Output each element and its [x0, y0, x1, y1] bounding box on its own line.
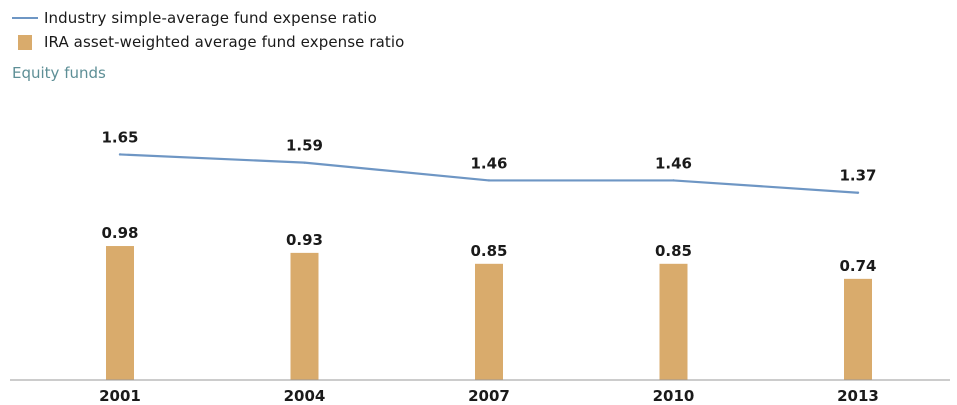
bar-value-label-2007: 0.85 [470, 242, 507, 260]
x-tick-label-2013: 2013 [837, 387, 879, 405]
legend-entry-bar: IRA asset-weighted average fund expense … [12, 30, 404, 54]
x-tick-label-2004: 2004 [284, 387, 326, 405]
bar-value-label-2013: 0.74 [839, 257, 876, 275]
line-value-label-2013: 1.37 [839, 167, 876, 185]
legend: Industry simple-average fund expense rat… [12, 6, 404, 54]
line-value-label-2001: 1.65 [101, 128, 138, 146]
bar-2010 [659, 263, 688, 380]
bar-value-label-2010: 0.85 [655, 242, 692, 260]
line-value-label-2007: 1.46 [470, 154, 507, 172]
legend-label-industry: Industry simple-average fund expense rat… [44, 9, 377, 27]
x-tick-label-2001: 2001 [99, 387, 141, 405]
bar-2001 [106, 246, 134, 380]
line-point-2007 [487, 179, 491, 182]
x-tick-label-2010: 2010 [653, 387, 695, 405]
bar-swatch-icon [18, 34, 32, 50]
bar-value-label-2004: 0.93 [286, 231, 323, 249]
x-tick-label-2007: 2007 [468, 387, 510, 405]
legend-label-ira: IRA asset-weighted average fund expense … [44, 33, 405, 51]
chart-subtitle: Equity funds [12, 64, 106, 82]
line-value-label-2010: 1.46 [655, 154, 692, 172]
bar-2004 [290, 252, 319, 380]
bar-value-label-2001: 0.98 [101, 224, 138, 242]
line-point-2004 [303, 161, 306, 164]
bar-2013 [844, 278, 872, 380]
legend-entry-line: Industry simple-average fund expense rat… [12, 6, 404, 30]
line-point-2013 [856, 191, 860, 194]
line-value-label-2004: 1.59 [286, 137, 323, 155]
line-point-2010 [672, 179, 675, 182]
line-point-2001 [118, 153, 122, 156]
bar-2007 [475, 263, 503, 380]
line-swatch-icon [12, 17, 38, 19]
